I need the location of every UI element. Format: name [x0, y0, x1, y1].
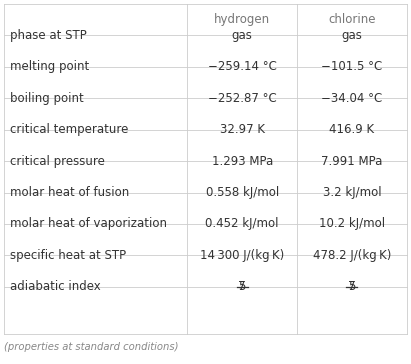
Text: specific heat at STP: specific heat at STP	[10, 249, 126, 262]
Text: critical temperature: critical temperature	[10, 123, 128, 136]
Text: −252.87 °C: −252.87 °C	[208, 92, 277, 105]
Text: 0.452 kJ/mol: 0.452 kJ/mol	[206, 218, 279, 230]
Text: molar heat of fusion: molar heat of fusion	[10, 186, 129, 199]
Text: boiling point: boiling point	[10, 92, 84, 105]
Text: −259.14 °C: −259.14 °C	[208, 60, 277, 74]
Text: 3.2 kJ/mol: 3.2 kJ/mol	[323, 186, 381, 199]
Text: −101.5 °C: −101.5 °C	[321, 60, 383, 74]
Text: −34.04 °C: −34.04 °C	[321, 92, 383, 105]
Text: 0.558 kJ/mol: 0.558 kJ/mol	[206, 186, 279, 199]
Text: 32.97 K: 32.97 K	[219, 123, 265, 136]
Text: 7.991 MPa: 7.991 MPa	[321, 155, 383, 168]
Text: gas: gas	[342, 29, 363, 42]
Text: melting point: melting point	[10, 60, 89, 74]
Text: 7: 7	[238, 280, 246, 293]
Text: 10.2 kJ/mol: 10.2 kJ/mol	[319, 218, 385, 230]
Text: chlorine: chlorine	[328, 13, 376, 26]
Text: phase at STP: phase at STP	[10, 29, 87, 42]
Text: 478.2 J/(kg K): 478.2 J/(kg K)	[313, 249, 391, 262]
Text: adiabatic index: adiabatic index	[10, 280, 101, 293]
Text: molar heat of vaporization: molar heat of vaporization	[10, 218, 167, 230]
Text: gas: gas	[232, 29, 253, 42]
Text: 5: 5	[238, 280, 246, 293]
Text: critical pressure: critical pressure	[10, 155, 105, 168]
Text: hydrogen: hydrogen	[214, 13, 270, 26]
Text: 14 300 J/(kg K): 14 300 J/(kg K)	[200, 249, 284, 262]
Text: (properties at standard conditions): (properties at standard conditions)	[4, 342, 178, 352]
Text: 416.9 K: 416.9 K	[330, 123, 374, 136]
Text: 1.293 MPa: 1.293 MPa	[212, 155, 273, 168]
Text: 7: 7	[348, 280, 356, 293]
Text: 5: 5	[348, 280, 356, 293]
